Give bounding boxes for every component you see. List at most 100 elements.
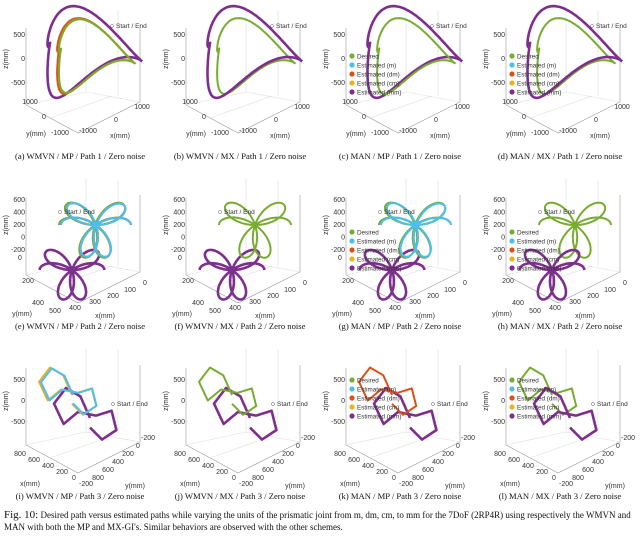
y-tick-label: 400 [352,300,364,307]
y-axis-label: y(mm) [285,483,305,490]
x-axis-label: x(mm) [500,481,520,488]
z-axis-label: z(mm) [3,391,10,411]
start-end-label: Start / End [596,23,627,30]
y-axis-label: y(mm) [492,311,512,318]
y-axis-label: y(mm) [346,131,366,138]
x-tick-label: 300 [249,299,261,306]
legend-item: Estimated (m) [357,62,396,69]
legend-item: Estimated (cm) [357,80,399,87]
legend-item: Desired [357,229,379,236]
x-tick-label: 600 [28,457,40,464]
legend-item: Estimated (mm) [517,413,561,420]
z-tick-label: -200 [331,247,345,254]
y-axis-label: y(mm) [26,131,46,138]
x-tick-label: -1000 [399,128,417,135]
z-tick-label: 400 [493,210,505,217]
legend-marker [349,377,355,383]
x-tick-label: 800 [174,451,186,458]
legend-item: Estimated (mm) [357,89,401,96]
series-estimated-mm [366,4,464,100]
x-tick-label: 0 [434,117,438,124]
x-tick-label: 200 [216,469,228,476]
z-tick-label: 600 [493,197,505,204]
legend-marker [509,229,515,235]
legend: Desired Estimated (m) Estimated (dm) Estima… [509,229,561,272]
axes-box [185,8,301,134]
z-tick-label: -200 [11,247,25,254]
x-tick-label: 100 [124,287,136,294]
y-tick-label: 0 [362,114,366,121]
x-tick-label: 600 [348,457,360,464]
x-tick-label: 0 [303,280,307,287]
axes-box [185,178,301,304]
legend-item: Desired [357,53,379,60]
z-tick-label: 400 [13,210,25,217]
x-axis-label: x(mm) [255,313,275,320]
z-tick-label: 0 [21,398,25,405]
x-axis-label: x(mm) [180,481,200,488]
series-estimated-mm [206,4,304,100]
x-tick-label: 200 [267,293,279,300]
y-axis-label: y(mm) [332,311,352,318]
y-tick-label: 0 [296,443,300,450]
y-tick-label: -200 [301,435,315,442]
x-tick-label: -200 [239,481,253,488]
y-tick-label: 200 [22,278,34,285]
start-end-label: Start / End [384,209,415,216]
z-tick-label: 400 [173,210,185,217]
x-tick-label: 400 [362,463,374,470]
x-tick-label: -200 [559,481,573,488]
y-tick-label: 0 [202,114,206,121]
legend-marker [349,229,355,235]
subplot-caption: (l) MAN / MX / Path 3 / Zero noise [498,491,622,501]
legend: Desired Estimated (m) Estimated (dm) Estima… [509,53,561,96]
z-tick-label: -500 [491,80,505,87]
x-tick-label: 200 [427,293,439,300]
z-tick-label: 0 [21,56,25,63]
x-tick-label: 0 [594,117,598,124]
y-tick-label: 0 [18,255,22,262]
subplot-caption: (h) MAN / MX / Path 2 / Zero noise [497,321,623,331]
x-axis-label: x(mm) [415,313,435,320]
x-axis-label: x(mm) [270,133,290,140]
plot-3d: 5000-5008006004002000-200-20002004006008… [483,348,635,490]
legend-item: Estimated (mm) [357,413,401,420]
legend-item: Estimated (mm) [357,265,401,272]
start-end-label: Start / End [276,23,307,30]
z-axis-label: z(mm) [3,215,10,235]
z-tick-label: 500 [333,377,345,384]
x-tick-label: 0 [392,475,396,482]
z-tick-label: 0 [341,398,345,405]
legend-marker [349,247,355,253]
start-end-label: Start / End [117,401,148,408]
x-tick-label: 800 [334,451,346,458]
z-axis-label: z(mm) [323,215,330,235]
subplot-f: 600 400 200 0 -200 500 400 300 200 100 0 0 200 400 z(m… [160,170,320,338]
y-tick-label: 800 [252,475,264,482]
x-tick-label: 200 [107,293,119,300]
x-tick-label: 100 [604,287,616,294]
series-desired [198,366,258,416]
start-end-label: Start / End [597,401,628,408]
z-tick-label: 0 [341,56,345,63]
subplot-h: 600 400 200 0 -200 500 400 300 200 100 0 0 200 400 z(m… [480,170,640,338]
figure-caption: Fig. 10: Desired path versus estimated p… [4,509,638,533]
y-tick-label: 200 [602,451,614,458]
subplot-l: 500 0 -500 800 600 400 200 0 -200 -200 0 200 400 600 8… [480,340,640,508]
x-tick-label: 200 [376,469,388,476]
plot-3d: 500 0 -500 -1000 0 1000 1000 0 -1000 z(mm) x(mm) y(… [483,4,630,140]
y-tick-label: 200 [502,278,514,285]
x-tick-label: 0 [623,280,627,287]
legend-marker [509,62,515,68]
start-end-marker [538,210,542,214]
y-tick-label: 800 [92,475,104,482]
subplot-a: 500 0 -500 -1000 0 1000 1000 0 -1000 z(mm) x(mm) y(… [0,0,160,168]
subplot-e: 600 400 200 0 -200 500 400 300 200 100 0 0 200 400 z(m… [0,170,160,338]
x-axis-label: x(mm) [95,313,115,320]
subplot-caption: (a) WMVN / MP / Path 1 / Zero noise [14,151,146,161]
subplot-i: 500 0 -500 800 600 400 200 0 -200 -200 0 200 400 600 8… [0,340,160,508]
z-tick-label: 600 [13,197,25,204]
y-axis-label: y(mm) [506,131,526,138]
legend-marker [349,395,355,401]
